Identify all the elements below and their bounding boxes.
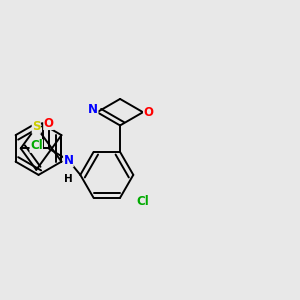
Text: O: O [44, 117, 53, 130]
Text: S: S [32, 121, 41, 134]
Text: N: N [88, 103, 98, 116]
Text: O: O [143, 106, 153, 119]
Text: Cl: Cl [136, 195, 149, 208]
Text: N: N [63, 154, 74, 167]
Text: H: H [64, 174, 73, 184]
Text: Cl: Cl [30, 140, 43, 152]
